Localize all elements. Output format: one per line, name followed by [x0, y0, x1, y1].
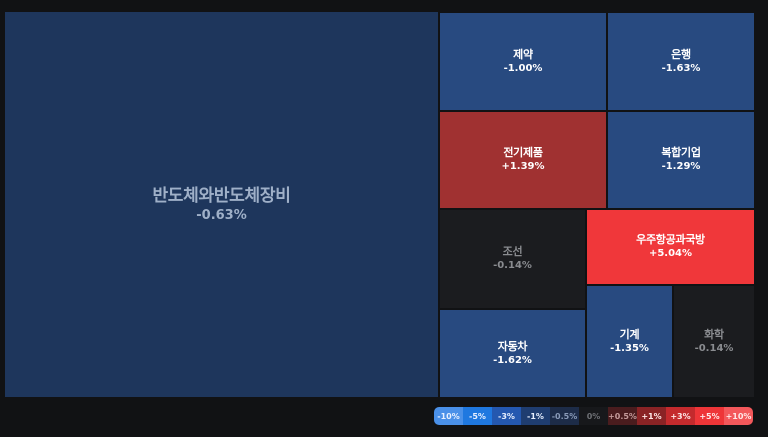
sector-name: 제약: [513, 47, 533, 61]
sector-name: 화학: [704, 327, 724, 341]
legend-swatch: +3%: [666, 407, 695, 425]
sector-tile[interactable]: 화학 -0.14%: [674, 286, 754, 397]
sector-name: 기계: [619, 327, 640, 341]
color-scale-legend: -10% -5% -3% -1% -0.5% 0% +0.5% +1% +3% +5% +10%: [434, 407, 753, 425]
sector-tile[interactable]: 자동차 -1.62%: [440, 310, 585, 397]
sector-change: +5.04%: [648, 248, 693, 259]
sector-tile[interactable]: 제약 -1.00%: [440, 13, 606, 110]
sector-change: -1.29%: [661, 161, 701, 172]
sector-change: +1.39%: [501, 161, 545, 172]
sector-tile[interactable]: 반도체와반도체장비 -0.63%: [5, 12, 438, 397]
sector-name: 조선: [502, 245, 523, 258]
sector-change: -1.00%: [503, 62, 543, 74]
sector-tile[interactable]: 조선 -0.14%: [440, 210, 585, 308]
sector-change: -1.35%: [610, 342, 649, 354]
legend-swatch: -3%: [492, 407, 521, 425]
sector-name: 복합기업: [661, 146, 701, 159]
sector-tile[interactable]: 기계 -1.35%: [587, 286, 672, 397]
sector-name: 은행: [671, 47, 691, 61]
legend-swatch: +1%: [637, 407, 666, 425]
legend-swatch: -5%: [463, 407, 492, 425]
legend-swatch: +10%: [724, 407, 753, 425]
sector-tile[interactable]: 전기제품 +1.39%: [440, 112, 606, 208]
legend-swatch: +0.5%: [608, 407, 637, 425]
legend-swatch: -0.5%: [550, 407, 579, 425]
legend-swatch: -1%: [521, 407, 550, 425]
sector-change: -0.14%: [694, 342, 734, 354]
sector-change: -0.63%: [196, 207, 247, 223]
legend-swatch: +5%: [695, 407, 724, 425]
sector-change: -1.62%: [493, 354, 532, 366]
sector-change: -1.63%: [661, 62, 701, 74]
sector-name: 반도체와반도체장비: [152, 185, 291, 206]
sector-treemap: 반도체와반도체장비 -0.63% 제약 -1.00% 은행 -1.63% 전기제품 +1.39…: [5, 12, 754, 397]
sector-tile[interactable]: 우주항공과국방 +5.04%: [587, 210, 754, 284]
sector-change: -0.14%: [493, 260, 532, 271]
sector-tile[interactable]: 복합기업 -1.29%: [608, 112, 754, 208]
sector-tile[interactable]: 은행 -1.63%: [608, 13, 754, 110]
sector-name: 자동차: [497, 339, 528, 353]
legend-swatch: -10%: [434, 407, 463, 425]
sector-name: 우주항공과국방: [636, 233, 705, 246]
sector-name: 전기제품: [503, 146, 543, 159]
legend-swatch: 0%: [579, 407, 608, 425]
